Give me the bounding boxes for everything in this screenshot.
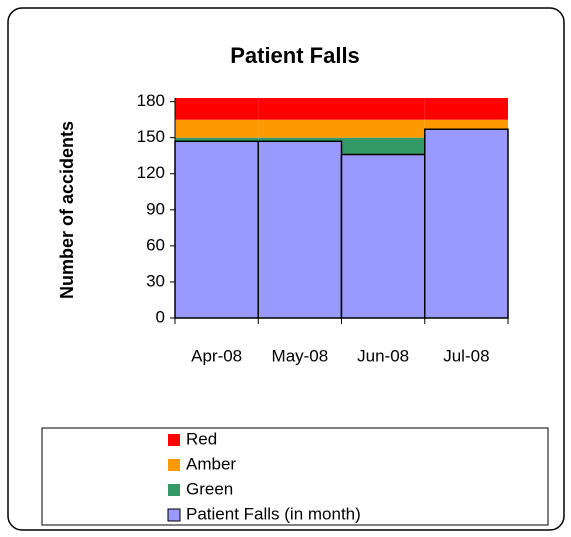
x-tick-label: Jun-08 <box>357 346 409 365</box>
y-tick-label: 60 <box>146 235 165 254</box>
legend-label: Amber <box>186 454 236 473</box>
x-tick-label: Jul-08 <box>443 346 489 365</box>
band-segment <box>424 98 508 120</box>
y-tick-label: 0 <box>156 307 165 326</box>
legend-label: Red <box>186 429 217 448</box>
legend-swatch <box>168 459 180 471</box>
chart-title: Patient Falls <box>230 43 360 68</box>
y-axis-label: Number of accidents <box>57 121 77 299</box>
band-segment <box>258 98 342 120</box>
y-tick-label: 120 <box>137 163 165 182</box>
bar <box>174 140 259 319</box>
bar <box>257 140 343 319</box>
band-segment <box>175 98 259 120</box>
y-tick-label: 90 <box>146 199 165 218</box>
legend-swatch <box>168 434 180 446</box>
legend <box>41 427 549 526</box>
band-segment <box>175 119 259 138</box>
band-segment <box>341 119 425 138</box>
band-segment <box>341 98 425 120</box>
legend-label: Green <box>186 479 233 498</box>
y-tick-label: 30 <box>146 271 165 290</box>
bar <box>340 153 426 319</box>
x-tick-label: Apr-08 <box>191 346 242 365</box>
y-tick-label: 180 <box>137 91 165 110</box>
band-segment <box>258 119 342 138</box>
y-tick-label: 150 <box>137 127 165 146</box>
legend-label: Patient Falls (in month) <box>186 504 361 523</box>
bar <box>424 128 509 319</box>
legend-swatch <box>168 484 180 496</box>
legend-swatch <box>167 508 181 522</box>
x-tick-label: May-08 <box>272 346 329 365</box>
